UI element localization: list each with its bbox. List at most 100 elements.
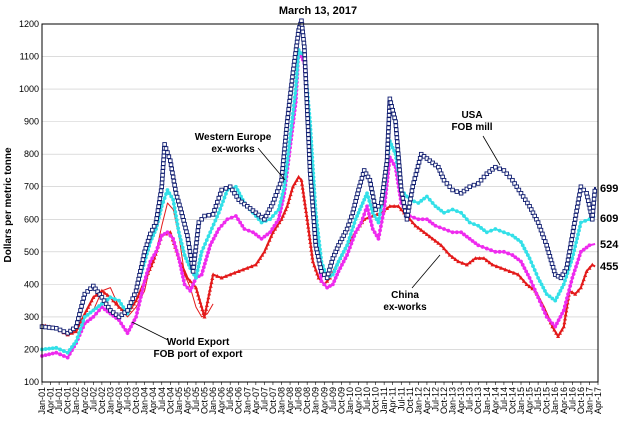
series-marker <box>210 226 214 231</box>
series-marker <box>370 190 375 196</box>
annotation-world-export-sub: FOB port of export <box>154 349 244 360</box>
series-marker <box>436 240 441 245</box>
series-marker <box>563 278 567 283</box>
series-marker <box>283 207 288 212</box>
series-marker <box>225 217 230 222</box>
series-marker <box>206 295 211 300</box>
series-marker <box>290 74 295 80</box>
series-marker <box>574 264 578 269</box>
series-marker <box>353 199 358 204</box>
series-marker <box>291 62 297 68</box>
series-marker <box>566 253 572 259</box>
series-marker <box>155 245 160 250</box>
series-marker <box>376 236 381 241</box>
series-marker <box>74 339 79 344</box>
series-marker <box>88 310 93 315</box>
end-label-western-europe: 609 <box>600 213 618 225</box>
series-marker <box>223 186 229 191</box>
x-tick-label: Jan-13 <box>448 387 458 415</box>
series-marker <box>372 214 377 218</box>
series-marker <box>327 267 332 273</box>
series-marker <box>385 137 391 143</box>
x-tick-label: Oct-04 <box>165 387 175 414</box>
series-marker <box>47 346 52 351</box>
series-marker <box>238 220 243 225</box>
series-marker <box>577 192 582 198</box>
y-tick-label: 500 <box>24 247 39 257</box>
series-marker <box>165 188 170 192</box>
series-marker <box>481 256 486 260</box>
series-marker <box>467 220 472 225</box>
y-tick-label: 700 <box>24 182 39 192</box>
series-marker <box>286 200 291 204</box>
series-marker <box>282 184 287 189</box>
series-marker <box>287 99 292 104</box>
series-marker <box>430 221 435 226</box>
series-marker <box>568 284 573 288</box>
series-marker <box>333 266 338 270</box>
series-marker <box>304 213 309 217</box>
series-marker <box>47 352 52 357</box>
series-marker <box>381 181 387 187</box>
series-marker <box>478 177 484 183</box>
series-marker <box>292 55 298 60</box>
series-marker <box>283 135 288 140</box>
x-tick-label: Jan-08 <box>277 387 287 415</box>
series-marker <box>352 202 357 208</box>
series-marker <box>558 315 563 319</box>
series-marker <box>185 259 190 264</box>
series-marker <box>168 233 173 238</box>
series-marker <box>550 324 555 329</box>
series-marker <box>282 142 288 148</box>
series-marker <box>459 210 464 215</box>
series-marker <box>554 330 559 335</box>
series-marker <box>181 218 186 223</box>
series-marker <box>262 249 267 254</box>
series-marker <box>519 275 524 280</box>
series-marker <box>386 129 391 135</box>
series-marker <box>587 265 592 270</box>
series-marker <box>87 301 92 306</box>
series-marker <box>390 145 395 150</box>
series-marker <box>519 240 523 244</box>
series-marker <box>507 174 512 180</box>
series-marker <box>309 195 315 201</box>
series-marker <box>99 288 104 293</box>
series-marker <box>203 310 208 315</box>
x-tick-label: Jul-07 <box>259 387 269 412</box>
y-tick-label: 1200 <box>19 19 39 29</box>
series-marker <box>279 196 284 201</box>
series-marker <box>292 99 297 104</box>
series-marker <box>281 154 287 160</box>
series-marker <box>385 133 391 139</box>
series-marker <box>289 127 293 132</box>
series-marker <box>222 195 227 200</box>
series-marker <box>204 307 209 311</box>
series-marker <box>85 319 90 324</box>
series-marker <box>577 188 583 194</box>
x-tick-label: Apr-02 <box>80 387 90 414</box>
series-marker <box>188 253 193 258</box>
series-marker <box>281 158 286 163</box>
series-marker <box>531 264 535 269</box>
series-marker <box>65 355 70 360</box>
series-marker <box>133 288 139 294</box>
series-marker <box>78 308 83 313</box>
series-marker <box>378 208 383 213</box>
x-tick-label: Oct-08 <box>302 387 312 414</box>
series-marker <box>410 184 415 189</box>
series-marker <box>191 260 197 266</box>
series-marker <box>502 230 506 235</box>
series-marker <box>385 206 390 211</box>
series-marker <box>372 203 378 208</box>
series-marker <box>58 347 62 352</box>
series-marker <box>344 226 350 232</box>
series-marker <box>516 257 521 262</box>
series-marker <box>88 317 93 321</box>
series-marker <box>302 44 307 50</box>
series-marker <box>202 261 207 266</box>
series-marker <box>543 311 547 315</box>
series-marker <box>318 265 323 270</box>
series-marker <box>416 160 422 165</box>
series-marker <box>367 177 373 183</box>
